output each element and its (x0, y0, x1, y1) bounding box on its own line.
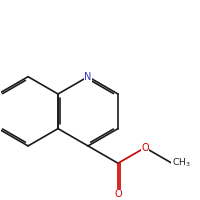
Text: CH$_3$: CH$_3$ (172, 157, 191, 169)
Text: O: O (141, 143, 149, 153)
Text: N: N (84, 72, 92, 82)
Text: O: O (114, 189, 122, 199)
